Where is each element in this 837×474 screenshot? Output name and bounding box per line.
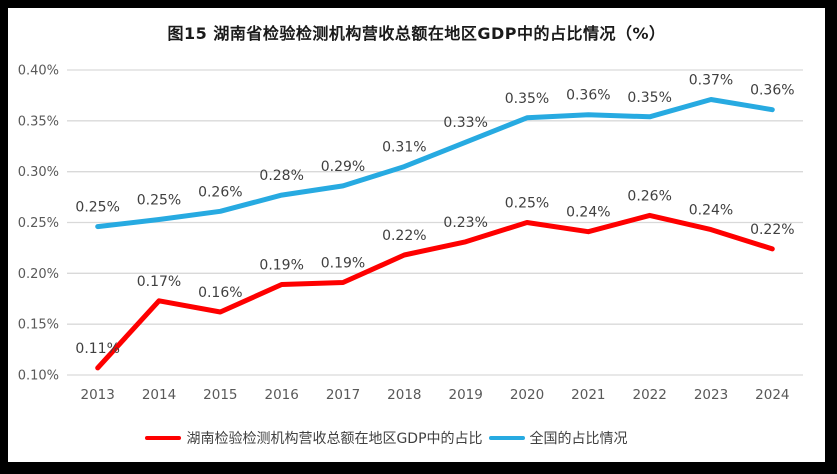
legend-swatch-national-icon <box>488 436 525 440</box>
data-label-national-2021: 0.36% <box>566 88 610 104</box>
data-label-hunan-2022: 0.26% <box>627 188 671 204</box>
data-label-hunan-2014: 0.17% <box>137 274 181 290</box>
series-line-national <box>95 97 775 230</box>
y-axis-tick-label: 0.40% <box>18 64 59 79</box>
legend-label-national: 全国的占比情况 <box>529 431 628 447</box>
data-label-hunan-2023: 0.24% <box>689 203 733 219</box>
legend-item-national: 全国的占比情况 <box>488 428 628 448</box>
chart-area: 图15 湖南省检验检测机构营收总额在地区GDP中的占比情况（%） 0.10% 0.… <box>8 8 825 462</box>
legend: 湖南检验检测机构营收总额在地区GDP中的占比 全国的占比情况 <box>0 428 795 448</box>
data-label-national-2017: 0.29% <box>321 159 365 175</box>
x-axis-tick-label: 2019 <box>448 387 482 403</box>
x-axis-tick-label: 2024 <box>755 387 789 403</box>
x-axis-tick-label: 2014 <box>142 387 176 403</box>
chart-title: 图15 湖南省检验检测机构营收总额在地区GDP中的占比情况（%） <box>167 24 666 43</box>
data-label-national-2020: 0.35% <box>505 91 549 107</box>
x-axis-tick-label: 2016 <box>264 387 298 403</box>
x-axis-tick-label: 2015 <box>203 387 237 403</box>
y-axis-tick-label: 0.20% <box>18 267 59 282</box>
data-label-national-2015: 0.26% <box>198 184 242 200</box>
x-axis-tick-label: 2023 <box>694 387 728 403</box>
y-axis-tick-label: 0.30% <box>18 165 59 180</box>
data-label-national-2022: 0.35% <box>627 90 671 106</box>
data-label-national-2018: 0.31% <box>382 140 426 156</box>
data-label-national-2019: 0.33% <box>443 115 487 131</box>
y-axis-tick-label: 0.15% <box>18 318 59 333</box>
data-label-national-2014: 0.25% <box>137 192 181 208</box>
data-label-hunan-2018: 0.22% <box>382 228 426 244</box>
data-label-national-2023: 0.37% <box>689 72 733 88</box>
y-axis-tick-label: 0.25% <box>18 216 59 231</box>
data-label-hunan-2015: 0.16% <box>198 285 242 301</box>
data-label-hunan-2019: 0.23% <box>443 215 487 231</box>
legend-item-hunan: 湖南检验检测机构营收总额在地区GDP中的占比 <box>145 428 483 448</box>
data-label-hunan-2020: 0.25% <box>505 196 549 212</box>
y-axis-tick-label: 0.10% <box>18 369 59 384</box>
data-label-national-2024: 0.36% <box>750 83 794 99</box>
plot-svg: 0.10% 0.15% 0.20% 0.25% 0.30% 0.35% 0.40% 2013 2… <box>18 64 803 403</box>
data-label-hunan-2016: 0.19% <box>259 258 303 274</box>
x-axis-tick-label: 2021 <box>571 387 605 403</box>
x-axis-tick-label: 2022 <box>632 387 666 403</box>
data-label-hunan-2021: 0.24% <box>566 205 610 221</box>
y-axis-tick-label: 0.35% <box>18 114 59 129</box>
x-axis-tick-label: 2017 <box>326 387 360 403</box>
data-label-hunan-2024: 0.22% <box>750 222 794 238</box>
data-label-national-2013: 0.25% <box>75 200 119 216</box>
x-axis-tick-label: 2013 <box>80 387 114 403</box>
x-axis-tick-label: 2018 <box>387 387 421 403</box>
series-line-hunan <box>95 212 775 371</box>
data-label-hunan-2013: 0.11% <box>75 341 119 357</box>
data-label-national-2016: 0.28% <box>259 168 303 184</box>
legend-swatch-hunan-icon <box>145 436 182 440</box>
data-label-hunan-2017: 0.19% <box>321 255 365 271</box>
x-axis-tick-label: 2020 <box>510 387 544 403</box>
legend-label-hunan: 湖南检验检测机构营收总额在地区GDP中的占比 <box>186 431 483 447</box>
